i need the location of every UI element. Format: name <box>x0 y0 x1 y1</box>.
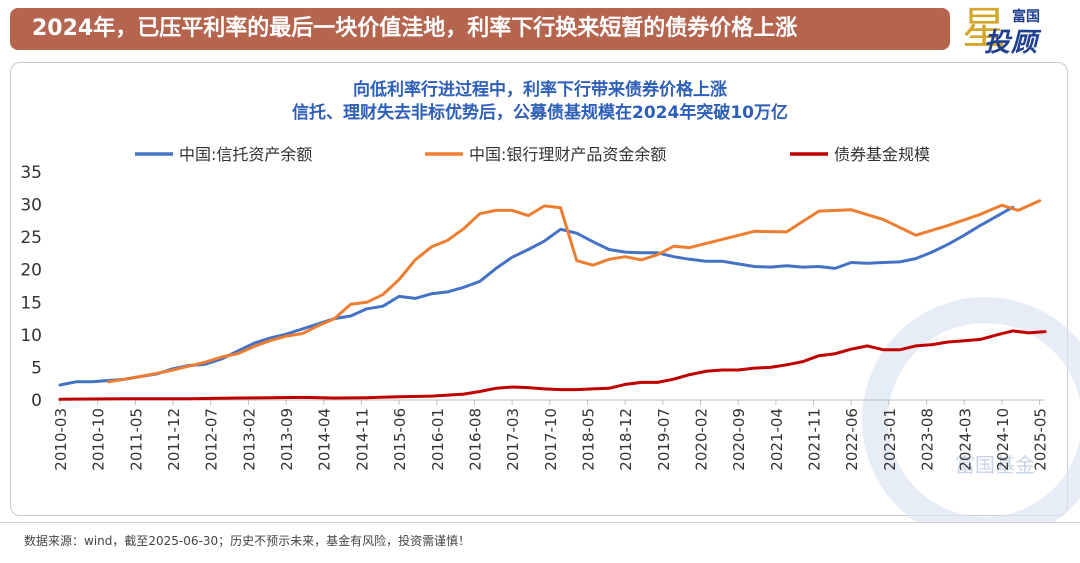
chart-frame <box>10 62 1068 516</box>
x-tick-label: 2023-08 <box>919 408 937 471</box>
x-tick-label: 2014-04 <box>316 408 334 471</box>
logo-brand-main: 投顾 <box>984 28 1039 58</box>
y-tick-label: 0 <box>31 391 42 411</box>
x-tick-label: 2025-05 <box>1032 408 1050 471</box>
brand-logo: 星 富国 投顾 <box>962 2 1072 58</box>
y-tick-label: 10 <box>20 326 42 346</box>
x-tick-label: 2023-01 <box>881 408 899 471</box>
x-tick-label: 2015-06 <box>391 408 409 471</box>
chart-axes: 0 5 10 15 20 25 30 35 2010-03 2010-10 2011-05 2011-… <box>20 163 1049 471</box>
legend-label: 债券基金规模 <box>834 145 930 164</box>
series-line-0 <box>58 205 1015 387</box>
x-tick-label: 2010-10 <box>90 408 108 471</box>
x-tick-label: 2022-06 <box>843 408 861 471</box>
x-tick-label: 2010-03 <box>52 408 70 471</box>
x-tick-label: 2019-07 <box>655 408 673 471</box>
x-tick-label: 2021-11 <box>806 408 824 471</box>
chart-subtitle-1: 向低利率行进过程中，利率下行带来债券价格上涨 <box>353 80 727 100</box>
watermark-text: 富国基金 <box>955 453 1035 477</box>
x-tick-label: 2017-03 <box>504 408 522 471</box>
watermark-logo: 富国基金 <box>862 297 1080 522</box>
x-tick-label: 2013-09 <box>278 408 296 471</box>
legend-label: 中国:银行理财产品资金余额 <box>469 145 666 164</box>
x-tick-label: 2013-02 <box>240 408 258 471</box>
footer-divider <box>0 522 1080 523</box>
legend-label: 中国:信托资产余额 <box>179 145 312 164</box>
chart-series <box>58 199 1047 401</box>
series-line-1 <box>106 199 1042 384</box>
x-tick-label: 2020-02 <box>693 408 711 471</box>
chart-subtitle-2: 信托、理财失去非标优势后，公募债基规模在2024年突破10万亿 <box>292 103 788 123</box>
x-tick-label: 2017-10 <box>542 408 560 471</box>
x-tick-label: 2012-07 <box>203 408 221 471</box>
y-tick-label: 25 <box>20 228 42 248</box>
x-tick-label: 2021-04 <box>768 408 786 471</box>
chart-legend: 中国:信托资产余额 中国:银行理财产品资金余额 债券基金规模 <box>135 145 930 164</box>
x-tick-label: 2024-03 <box>956 408 974 471</box>
x-tick-label: 2016-08 <box>466 408 484 471</box>
x-tick-label: 2016-01 <box>429 408 447 471</box>
line-chart: 富国基金 中国:信托资产余额 中国:银行理财产品资金余额 债券基金规模 0 5 10 15… <box>20 145 1080 522</box>
title-banner: 2024年，已压平利率的最后一块价值洼地，利率下行换来短暂的债券价格上涨 <box>10 8 950 50</box>
page-title: 2024年，已压平利率的最后一块价值洼地，利率下行换来短暂的债券价格上涨 <box>32 16 798 41</box>
series-line-2 <box>58 329 1047 401</box>
y-tick-label: 5 <box>31 358 42 378</box>
y-tick-label: 20 <box>20 261 42 281</box>
y-tick-label: 15 <box>20 293 42 313</box>
x-tick-label: 2018-05 <box>579 408 597 471</box>
logo-brand-top: 富国 <box>1012 9 1040 25</box>
y-tick-label: 30 <box>20 196 42 216</box>
x-tick-label: 2020-09 <box>730 408 748 471</box>
logo-star-icon: 星 <box>962 3 1006 54</box>
source-note: 数据来源：wind，截至2025-06-30；历史不预示未来，基金有风险，投资需… <box>24 534 471 548</box>
x-tick-label: 2024-10 <box>994 408 1012 471</box>
x-tick-label: 2011-12 <box>165 408 183 471</box>
x-tick-label: 2011-05 <box>127 408 145 471</box>
x-tick-label: 2014-11 <box>353 408 371 471</box>
x-tick-label: 2018-12 <box>617 408 635 471</box>
y-tick-label: 35 <box>20 163 42 183</box>
